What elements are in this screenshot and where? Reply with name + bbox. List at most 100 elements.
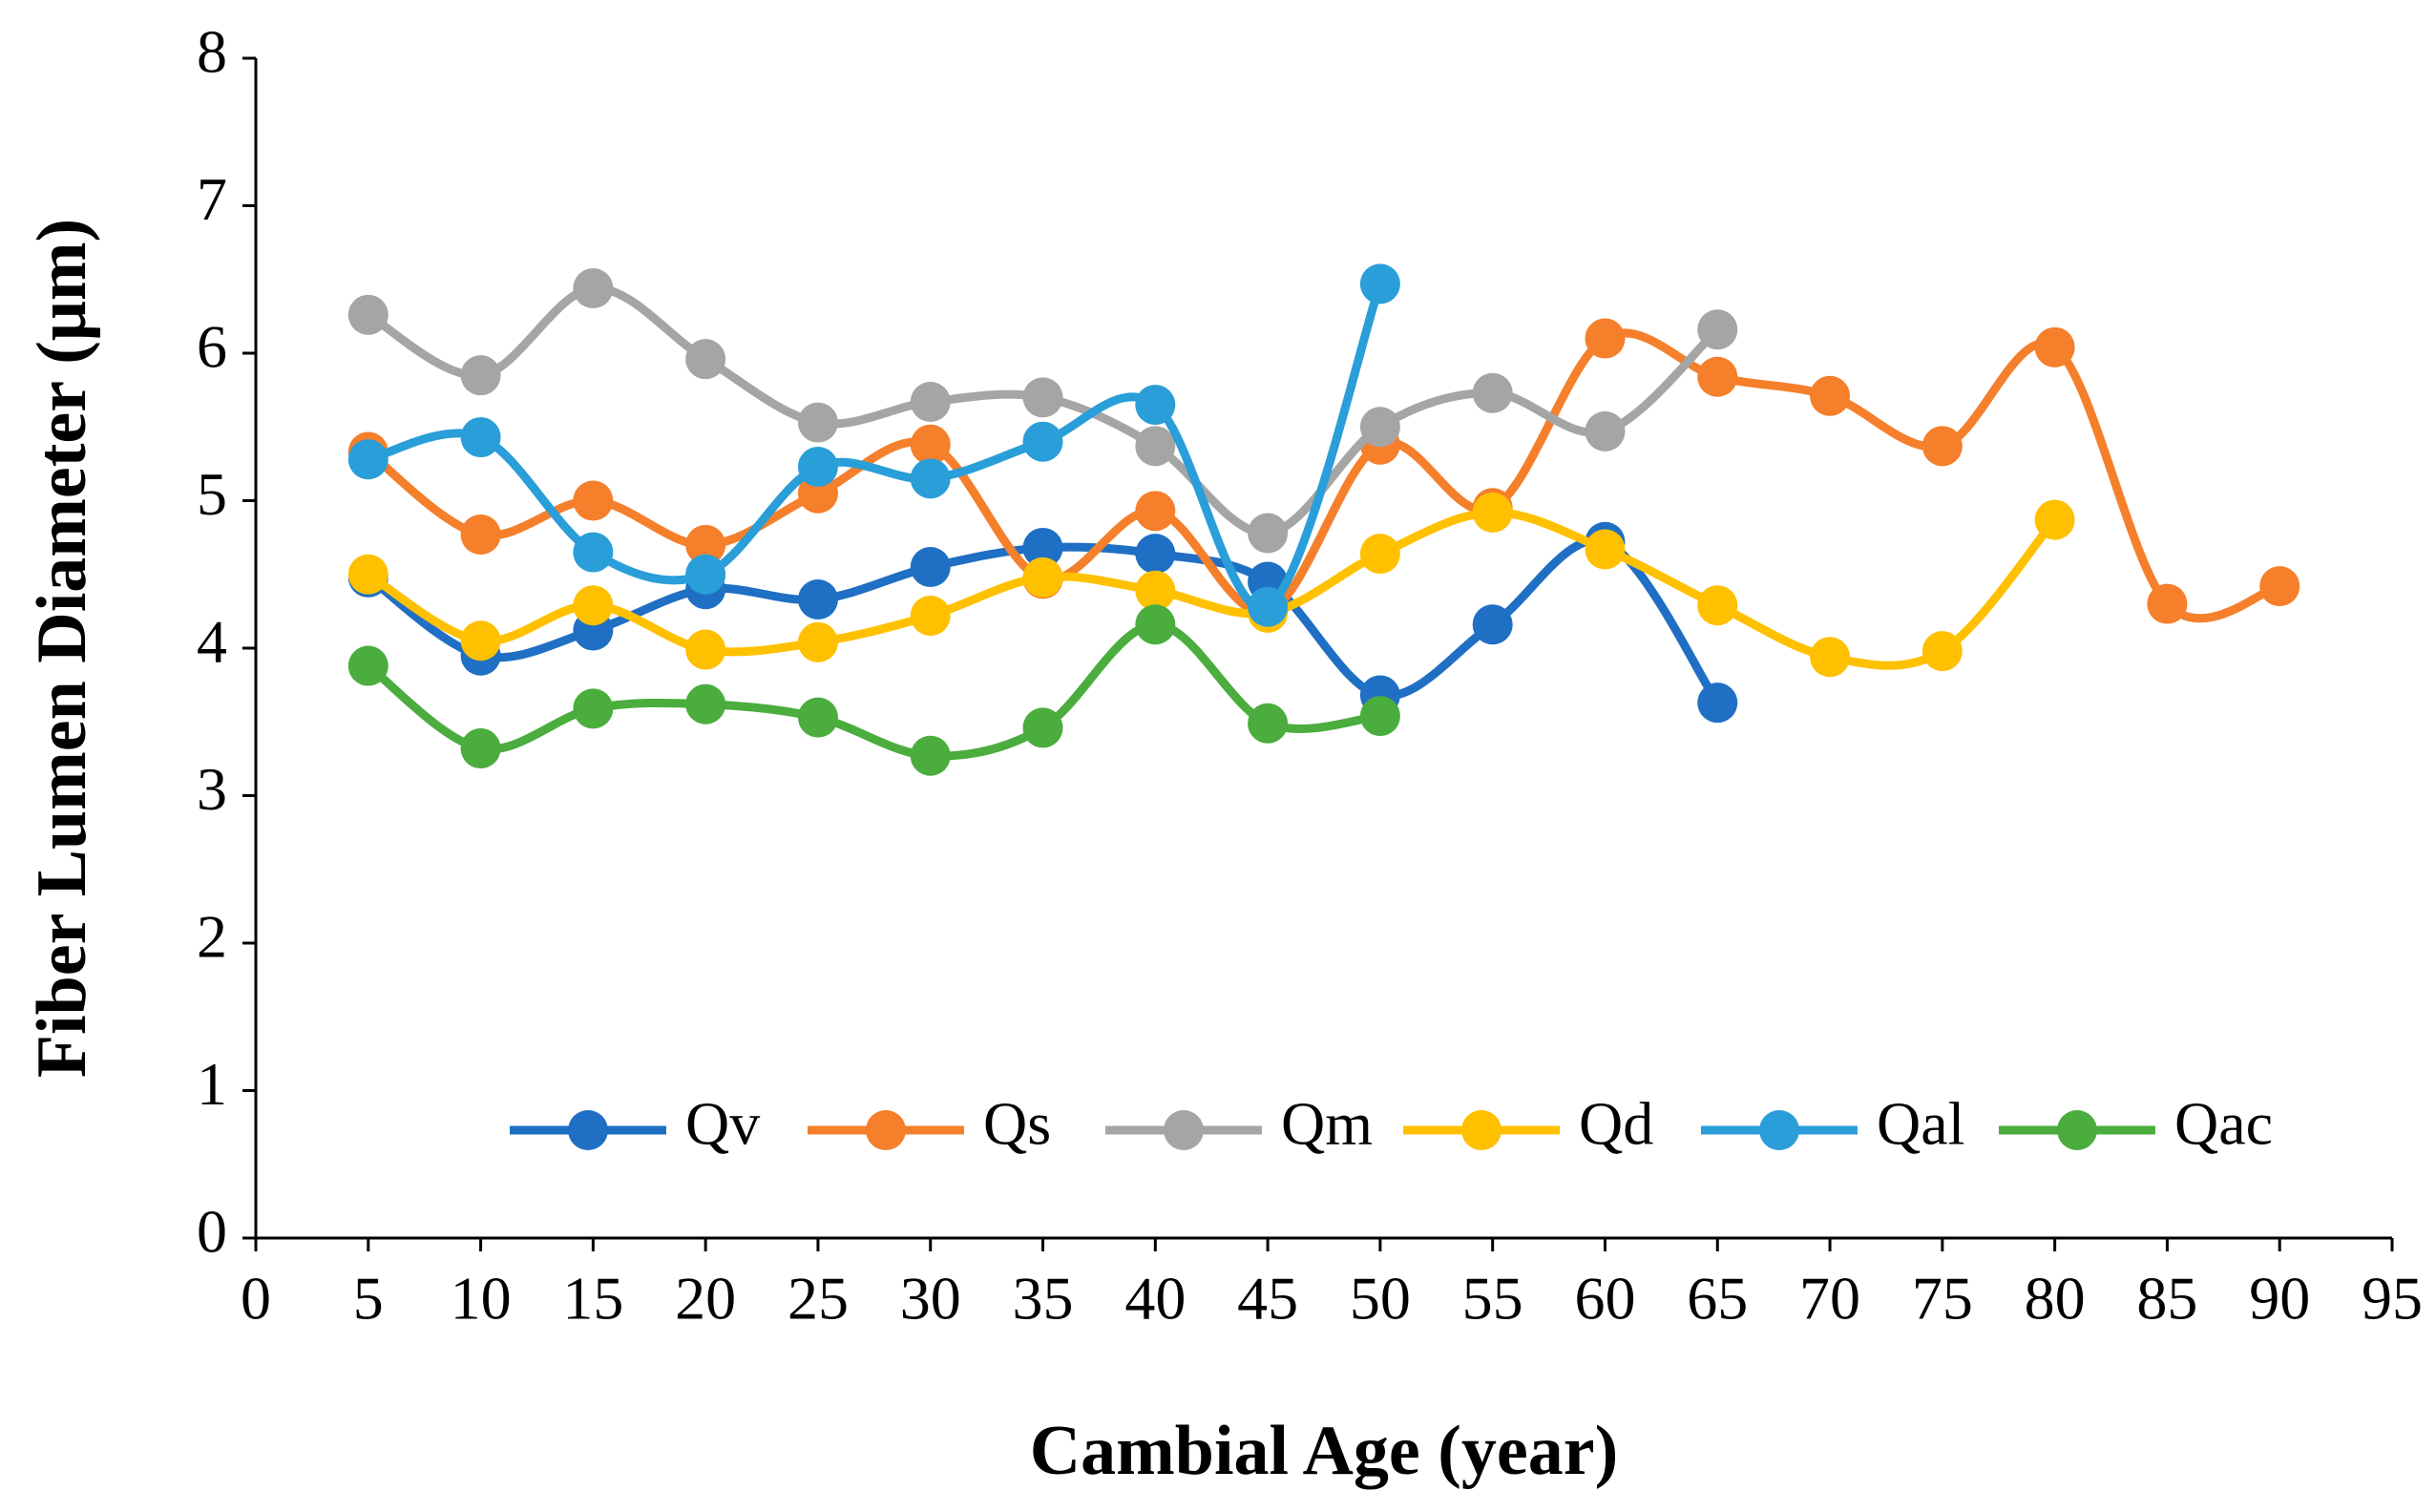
marker [1922,631,1963,672]
y-tick-label: 8 [197,18,227,86]
marker [347,439,388,480]
marker [910,735,951,776]
marker [1022,527,1063,568]
y-tick-label: 3 [197,755,227,823]
marker [460,514,501,556]
series-line [366,508,2059,670]
marker [1585,410,1626,452]
marker [685,524,726,565]
marker [1135,491,1176,532]
marker [2259,566,2300,607]
marker [1359,263,1400,304]
x-tick-label: 55 [1462,1265,1523,1333]
marker [460,728,501,769]
x-tick-label: 90 [2249,1265,2310,1333]
marker [347,554,388,595]
y-tick-label: 0 [197,1198,227,1266]
marker [1697,585,1738,626]
marker [1472,372,1513,413]
marker [1135,570,1176,611]
x-axis-title: Cambial Age (year) [1030,1412,1619,1490]
legend-label: Qd [1579,1090,1653,1158]
legend-marker [1461,1110,1502,1150]
x-tick-label: 25 [788,1265,849,1333]
x-tick-label: 60 [1574,1265,1635,1333]
marker [1585,529,1626,570]
marker [573,532,614,573]
x-tick-label: 70 [1799,1265,1860,1333]
marker [1135,426,1176,467]
y-tick-label: 4 [197,608,227,676]
marker [573,268,614,309]
x-tick-label: 15 [562,1265,623,1333]
x-tick-label: 10 [451,1265,512,1333]
marker [573,585,614,626]
x-tick-label: 40 [1124,1265,1186,1333]
marker [573,480,614,521]
marker [2147,583,2188,624]
marker [1135,604,1176,645]
marker [910,458,951,499]
marker [347,645,388,686]
marker [797,579,838,620]
marker [910,547,951,588]
marker [460,417,501,458]
legend-label: Qm [1281,1090,1373,1158]
x-tick-label: 30 [900,1265,961,1333]
x-tick-label: 75 [1912,1265,1973,1333]
x-tick-label: 0 [241,1265,271,1333]
legend-marker [2057,1110,2097,1150]
marker [910,381,951,422]
marker [685,339,726,380]
legend-label: Qac [2174,1090,2273,1158]
y-axis-title: Fiber Lumen Diameter (μm) [23,219,101,1078]
marker [573,688,614,729]
marker [1359,696,1400,737]
x-tick-label: 20 [675,1265,736,1333]
marker [1359,407,1400,448]
legend-label: Qv [685,1090,760,1158]
series-line [367,282,1385,613]
marker [460,355,501,396]
marker [1472,492,1513,533]
marker [1248,586,1289,627]
y-tick-label: 6 [197,313,227,381]
y-tick-label: 1 [197,1050,227,1118]
x-tick-label: 95 [2362,1265,2423,1333]
legend-label: Qal [1877,1090,1964,1158]
marker [1810,375,1851,416]
marker [1022,377,1063,418]
marker [1697,356,1738,397]
marker [2034,499,2075,540]
x-tick-label: 65 [1687,1265,1748,1333]
marker [1135,385,1176,426]
legend-marker [1759,1110,1799,1150]
legend-marker [866,1110,906,1150]
marker [1248,513,1289,554]
marker [797,446,838,487]
marker [1248,703,1289,744]
x-tick-label: 80 [2025,1265,2086,1333]
marker [1022,556,1063,598]
marker [1472,604,1513,645]
marker [1697,309,1738,350]
legend-marker [568,1110,608,1150]
legend-label: Qs [983,1090,1051,1158]
x-tick-label: 45 [1237,1265,1298,1333]
marker [1810,637,1851,678]
marker [460,620,501,662]
x-tick-label: 5 [353,1265,384,1333]
x-tick-label: 35 [1013,1265,1074,1333]
marker [1022,421,1063,462]
marker [910,424,951,465]
y-tick-label: 5 [197,460,227,528]
marker [910,596,951,637]
marker [797,697,838,738]
marker [1922,426,1963,467]
x-tick-label: 50 [1350,1265,1411,1333]
marker [685,554,726,595]
marker [1135,534,1176,575]
y-tick-label: 7 [197,165,227,233]
marker [685,683,726,724]
